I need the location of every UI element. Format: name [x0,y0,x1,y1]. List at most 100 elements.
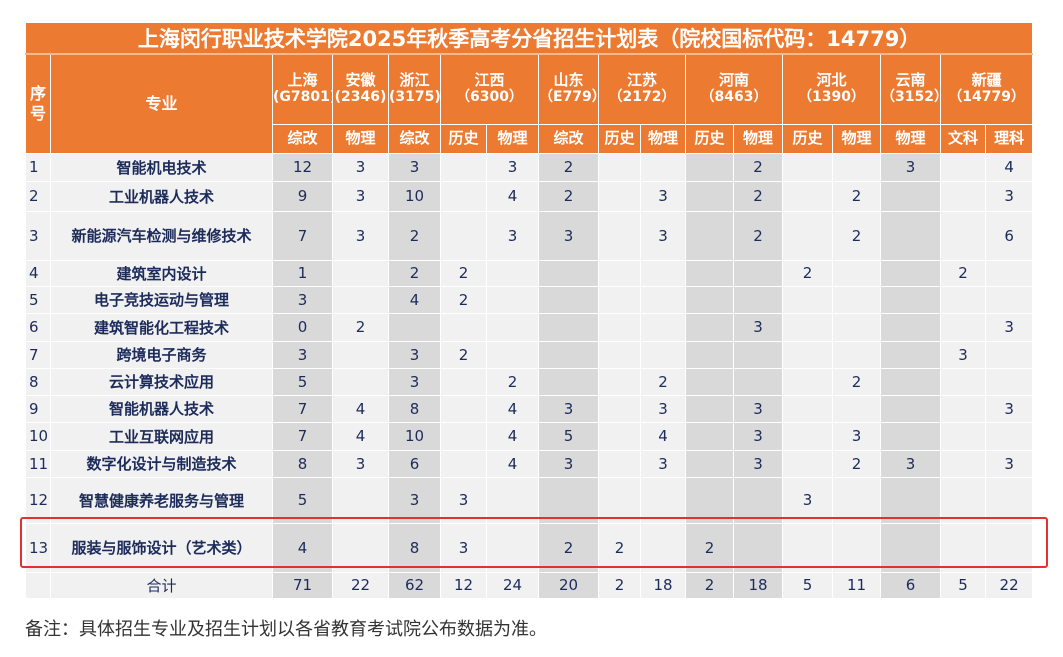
quota-cell: 1 [272,259,333,287]
province-code: （2172） [608,89,676,106]
subject-header: 物理 [332,123,389,154]
quota-cell [782,394,833,423]
province-name: 上海 [287,71,318,90]
quota-cell [940,312,986,342]
row-index: 9 [25,394,51,423]
quota-cell: 4 [388,285,441,314]
province-code: （14779） [948,89,1025,106]
quota-cell: 3 [388,476,441,524]
footnote: 备注：具体招生专业及招生计划以各省教育考试院公布数据为准。 [25,619,547,640]
quota-cell [832,259,881,287]
subject-header: 物理 [733,123,783,154]
quota-cell [940,180,986,212]
total-cell: 5 [940,571,986,599]
quota-cell [984,522,1034,573]
quota-cell [733,476,783,524]
quota-cell: 2 [440,285,487,314]
row-index: 3 [25,210,51,261]
subject-header: 历史 [685,123,734,154]
total-cell: 5 [782,571,833,599]
quota-cell: 3 [733,312,783,342]
quota-cell: 12 [272,152,333,182]
quota-cell [440,367,487,396]
quota-cell: 3 [332,180,389,212]
quota-cell [640,312,686,342]
quota-cell [598,476,641,524]
province-header: 浙江 (3175) [388,53,441,125]
quota-cell: 3 [640,180,686,212]
total-index [25,571,51,599]
province-code: （1390） [798,89,865,106]
quota-cell: 4 [640,421,686,451]
quota-cell: 4 [332,421,389,451]
quota-cell: 3 [440,522,487,573]
province-name: 河北 [816,71,847,90]
table-row: 4 建筑室内设计 1 2 2 2 2 [25,259,1034,287]
total-cell: 2 [685,571,734,599]
quota-cell [733,285,783,314]
header-index: 序号 [25,53,51,154]
row-index: 7 [25,340,51,369]
quota-cell [782,449,833,478]
subject-header: 历史 [782,123,833,154]
quota-cell: 2 [332,312,389,342]
quota-cell: 2 [440,259,487,287]
quota-cell: 4 [486,421,539,451]
subject-header: 物理 [880,123,941,154]
quota-cell [940,285,986,314]
quota-cell: 4 [984,152,1034,182]
quota-cell [685,180,734,212]
subject-header: 综改 [388,123,441,154]
quota-cell [685,285,734,314]
total-cell: 18 [640,571,686,599]
quota-cell: 3 [733,394,783,423]
quota-cell: 6 [388,449,441,478]
quota-cell [685,340,734,369]
quota-cell [598,210,641,261]
quota-cell [984,476,1034,524]
major-name: 服装与服饰设计（艺术类） [50,522,273,573]
total-cell: 11 [832,571,881,599]
quota-cell [440,312,487,342]
quota-cell [782,367,833,396]
table-row: 1 智能机电技术 12 3 3 3 2 2 3 4 [25,152,1034,182]
quota-cell [832,285,881,314]
province-name: 江苏 [626,71,657,90]
quota-cell [538,285,599,314]
total-row: 合计 71 22 62 12 24 20 2 18 2 18 5 11 6 5 22 [25,571,1034,599]
table-title: 上海闵行职业技术学院2025年秋季高考分省招生计划表（院校国标代码：14779） [24,22,1034,55]
total-cell: 71 [272,571,333,599]
quota-cell [733,340,783,369]
quota-cell [880,312,941,342]
quota-cell [598,421,641,451]
table-row: 10 工业互联网应用 7 4 10 4 5 4 3 3 [25,421,1034,451]
quota-cell [782,152,833,182]
subject-header: 综改 [272,123,333,154]
quota-cell [685,312,734,342]
total-cell: 62 [388,571,441,599]
quota-cell [598,340,641,369]
table-row: 13 服装与服饰设计（艺术类） 4 8 3 2 2 2 [25,522,1034,573]
quota-cell [940,421,986,451]
quota-cell [940,367,986,396]
province-code: （8463） [700,89,768,106]
enrollment-plan-table: 上海闵行职业技术学院2025年秋季高考分省招生计划表（院校国标代码：14779）… [24,22,1034,599]
quota-cell [832,394,881,423]
quota-cell [880,285,941,314]
quota-cell [538,367,599,396]
quota-cell [984,421,1034,451]
quota-cell: 2 [832,449,881,478]
quota-cell [880,180,941,212]
quota-cell [388,312,441,342]
row-index: 11 [25,449,51,478]
quota-cell: 4 [486,394,539,423]
total-cell: 20 [538,571,599,599]
quota-cell: 8 [388,522,441,573]
quota-cell [486,285,539,314]
table-row: 7 跨境电子商务 3 3 2 3 [25,340,1034,369]
row-index: 13 [25,522,51,573]
quota-cell [685,367,734,396]
quota-cell: 3 [984,394,1034,423]
quota-cell [685,476,734,524]
quota-cell [598,259,641,287]
